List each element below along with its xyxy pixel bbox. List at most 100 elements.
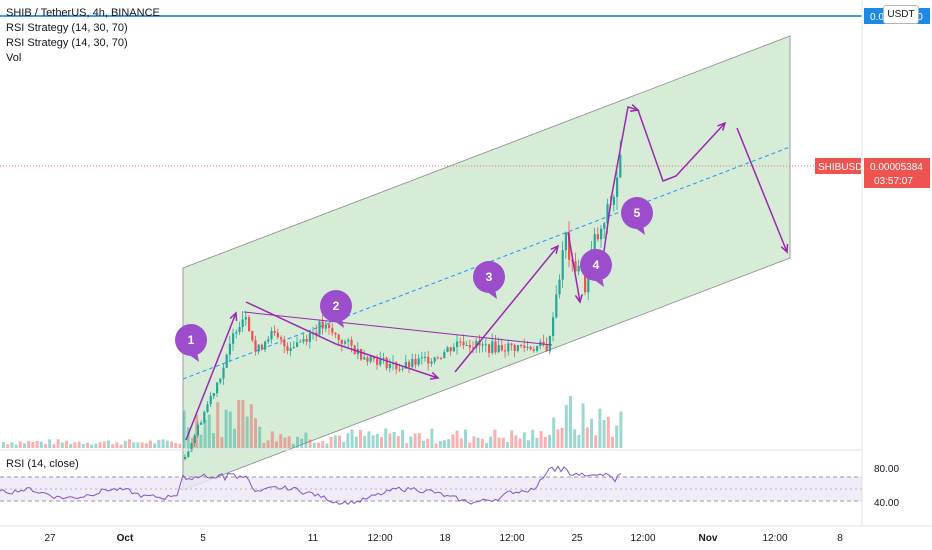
- wave-label-3: 3: [473, 261, 505, 299]
- volume-bar: [73, 442, 77, 448]
- candle-body: [222, 367, 225, 379]
- study-volume[interactable]: Vol: [6, 52, 22, 64]
- time-tick-label: 12:00: [499, 533, 524, 544]
- volume-bar: [548, 434, 551, 448]
- volume-bar: [161, 439, 165, 448]
- rsi-title[interactable]: RSI (14, close): [6, 458, 79, 470]
- volume-bar: [346, 433, 350, 448]
- chart-legend: SHIB / TetherUS, 4h, BINANCE RSI Strateg…: [6, 6, 160, 66]
- candle-body: [424, 356, 427, 358]
- volume-bar: [522, 432, 526, 448]
- candle-body: [276, 332, 279, 338]
- volume-bar: [14, 444, 18, 448]
- volume-bar: [581, 403, 585, 448]
- wave-label-2: 2: [320, 290, 352, 328]
- candle-body: [401, 368, 404, 370]
- candle-body: [328, 324, 331, 328]
- volume-bar: [392, 431, 396, 448]
- time-tick-label: 27: [44, 533, 56, 544]
- candle-body: [331, 327, 334, 333]
- candle-body: [459, 341, 462, 343]
- arrow-head: [780, 243, 789, 254]
- volume-bar: [333, 435, 337, 448]
- volume-bar: [31, 442, 35, 448]
- candle-body: [526, 346, 529, 348]
- volume-bar: [132, 442, 136, 448]
- candle-body: [564, 232, 567, 251]
- volume-bar: [111, 444, 115, 448]
- candle-body: [273, 331, 276, 333]
- volume-bar: [186, 427, 190, 448]
- candle-body: [420, 357, 423, 359]
- time-axis[interactable]: 27 Oct 5 11 12:00 18 12:00 25 12:00 Nov 12:00 8: [44, 533, 843, 544]
- currency-button[interactable]: USDT: [883, 5, 919, 24]
- candle-body: [286, 346, 289, 351]
- volume-bar: [220, 437, 224, 448]
- volume-bar: [128, 439, 131, 448]
- candle-body: [536, 345, 539, 351]
- volume-bar: [270, 431, 274, 448]
- candle-body: [574, 261, 577, 272]
- volume-bar: [178, 443, 182, 448]
- last-price-value: 0.00005384: [870, 162, 923, 173]
- time-tick-label: 8: [837, 533, 843, 544]
- candle-body: [507, 343, 510, 352]
- volume-bar: [350, 429, 354, 448]
- volume-bar: [539, 431, 543, 448]
- wave-arrow: [736, 127, 788, 253]
- candle-body: [561, 250, 564, 280]
- volume-bar: [611, 436, 614, 448]
- volume-bar: [401, 429, 404, 448]
- candle-body: [427, 356, 430, 364]
- candle-body: [465, 345, 468, 347]
- wave-label-4: 4: [580, 249, 612, 287]
- arrow-head: [550, 244, 560, 254]
- last-price-symbol: SHIBUSDT: [818, 162, 869, 173]
- candle-body: [568, 232, 571, 260]
- candle-body: [398, 369, 401, 371]
- candle-body: [184, 456, 187, 459]
- time-tick-label: Nov: [699, 533, 718, 544]
- time-tick-label: 12:00: [762, 533, 787, 544]
- candle-body: [340, 339, 343, 344]
- candle-body: [321, 321, 324, 329]
- candle-body: [305, 338, 308, 342]
- volume-bar: [375, 433, 379, 448]
- candle-body: [190, 443, 193, 452]
- arrow-head: [229, 311, 238, 322]
- candle-body: [315, 332, 318, 335]
- candle-body: [510, 343, 513, 345]
- study-rsi-strategy-2[interactable]: RSI Strategy (14, 30, 70): [6, 37, 128, 49]
- candle-body: [529, 346, 532, 350]
- candle-body: [516, 345, 519, 351]
- study-rsi-strategy-1[interactable]: RSI Strategy (14, 30, 70): [6, 22, 128, 34]
- volume-bar: [606, 416, 610, 448]
- volume-bar: [249, 404, 253, 448]
- candle-body: [206, 404, 209, 413]
- volume-bar: [23, 443, 26, 448]
- candle-body: [289, 348, 292, 351]
- volume-bar: [354, 436, 358, 448]
- symbol-title[interactable]: SHIB / TetherUS, 4h, BINANCE: [6, 7, 160, 19]
- volume-bar: [451, 434, 455, 448]
- candle-body: [283, 339, 286, 347]
- candle-body: [408, 361, 411, 368]
- volume-bar: [52, 444, 56, 448]
- candle-body: [244, 317, 247, 320]
- volume-bar: [501, 437, 505, 448]
- candle-body: [395, 362, 398, 370]
- volume-bar: [48, 439, 52, 448]
- volume-bar: [438, 441, 442, 448]
- candle-body: [254, 340, 257, 352]
- volume-bar: [413, 433, 417, 448]
- time-tick-label: 18: [439, 533, 451, 544]
- wave-arrow: [599, 106, 639, 281]
- time-tick-label: Oct: [117, 533, 134, 544]
- candle-body: [472, 347, 475, 349]
- rsi-pane: [0, 465, 862, 506]
- volume-bar: [241, 400, 245, 448]
- volume-bar: [283, 437, 287, 448]
- candle-body: [388, 364, 391, 369]
- time-tick-label: 5: [200, 533, 206, 544]
